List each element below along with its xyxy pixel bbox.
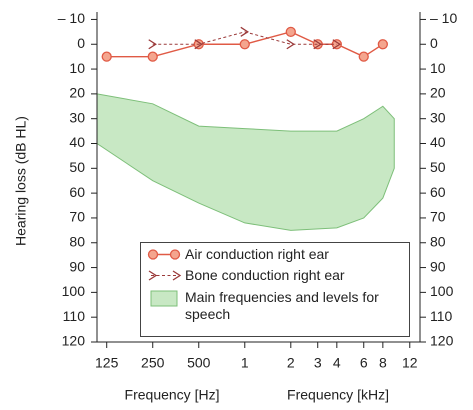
y-tick-label-left: 50 xyxy=(69,159,85,175)
y-tick-label-right: 50 xyxy=(430,159,446,175)
y-tick-label-left: – 10 xyxy=(58,10,85,26)
y-tick-label-left: 30 xyxy=(69,109,85,125)
y-tick-label-left: 20 xyxy=(69,85,85,101)
x-tick-label: 8 xyxy=(379,355,387,371)
y-tick-label-left: 0 xyxy=(77,35,85,51)
y-tick-label-left: 110 xyxy=(63,308,86,324)
x-tick-label: 2 xyxy=(287,355,295,371)
y-tick-label-right: 60 xyxy=(430,184,446,200)
x-tick-label: 250 xyxy=(141,355,165,371)
bone-marker xyxy=(240,26,249,37)
x-tick-label: 500 xyxy=(187,355,211,371)
x-tick-label: 125 xyxy=(95,355,119,371)
air-marker xyxy=(101,51,112,62)
legend-marker xyxy=(172,270,182,281)
legend-marker xyxy=(147,249,159,260)
legend-symbol xyxy=(148,270,182,281)
air-marker xyxy=(239,39,250,50)
y-tick-label-left: 10 xyxy=(69,60,85,76)
x-tick-label: 6 xyxy=(360,355,368,371)
legend-marker xyxy=(169,249,181,260)
air-marker xyxy=(285,26,296,37)
y-tick-label-left: 60 xyxy=(69,184,85,200)
y-tick-label-left: 40 xyxy=(69,134,85,150)
air-marker xyxy=(377,39,388,50)
legend: Air conduction right ear Bone conduction … xyxy=(140,242,410,337)
x-axis-label-khz: Frequency [kHz] xyxy=(287,387,389,403)
bone-marker xyxy=(148,39,157,50)
y-tick-label-right: 120 xyxy=(430,333,454,349)
bone-marker xyxy=(332,39,342,50)
legend-symbol xyxy=(147,249,181,260)
y-tick-label-right: 80 xyxy=(430,233,446,249)
bone-marker xyxy=(194,39,203,50)
y-tick-label-left: 100 xyxy=(62,283,86,299)
y-tick-label-right: – 10 xyxy=(430,10,457,26)
x-tick-label: 12 xyxy=(402,355,418,371)
legend-label: Air conduction right ear xyxy=(185,246,329,262)
y-tick-label-right: 70 xyxy=(430,209,446,225)
y-tick-label-right: 90 xyxy=(430,258,446,274)
x-tick-label: 3 xyxy=(314,355,322,371)
legend-marker xyxy=(148,270,158,281)
air-marker xyxy=(358,51,369,62)
y-tick-label-left: 80 xyxy=(69,233,85,249)
bone-marker xyxy=(286,39,295,50)
y-tick-label-right: 30 xyxy=(430,109,446,125)
y-tick-label-right: 40 xyxy=(430,134,446,150)
speech-area xyxy=(96,93,395,231)
air-marker xyxy=(147,51,158,62)
y-tick-label-right: 100 xyxy=(430,283,454,299)
legend-label: Main frequencies and levels for speech xyxy=(185,289,379,322)
y-tick-label-left: 120 xyxy=(62,333,86,349)
x-axis-label-hz: Frequency [Hz] xyxy=(125,387,220,403)
bone-marker xyxy=(313,39,322,50)
y-axis-label: Hearing loss (dB HL) xyxy=(13,116,29,246)
y-tick-label-right: 110 xyxy=(430,308,453,324)
legend-label: Bone conduction right ear xyxy=(185,267,345,283)
y-tick-label-right: 20 xyxy=(430,85,446,101)
x-tick-label: 4 xyxy=(333,355,341,371)
y-tick-label-right: 10 xyxy=(430,60,446,76)
y-tick-label-left: 90 xyxy=(69,258,85,274)
x-tick-label: 1 xyxy=(241,355,249,371)
y-tick-label-right: 0 xyxy=(430,35,438,51)
legend-swatch xyxy=(150,290,178,307)
legend-symbol xyxy=(150,290,178,307)
y-tick-label-left: 70 xyxy=(69,209,85,225)
